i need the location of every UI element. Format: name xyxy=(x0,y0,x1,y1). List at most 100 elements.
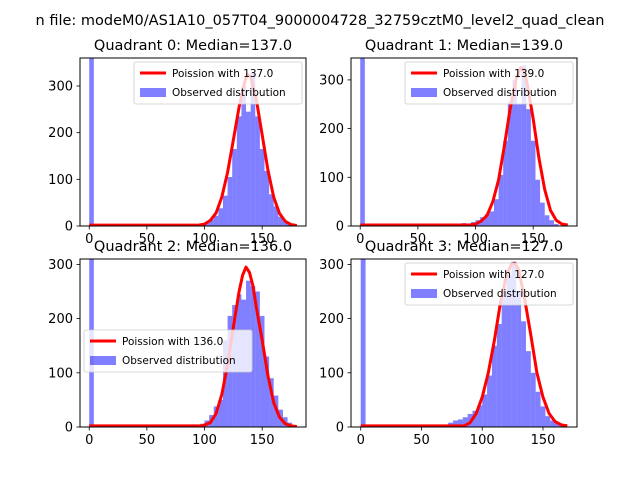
hist-bar xyxy=(259,315,265,427)
x-tick-label: 50 xyxy=(139,433,156,448)
y-tick-label: 200 xyxy=(48,312,73,327)
legend-box xyxy=(404,61,574,105)
hist-bar xyxy=(484,214,490,226)
hist-bar xyxy=(487,375,492,427)
y-tick-label: 300 xyxy=(319,73,344,88)
hist-bar xyxy=(264,356,270,427)
legend-hist-label: Observed distribution xyxy=(443,87,557,99)
hist-bar xyxy=(512,79,518,226)
hist-bar xyxy=(498,174,504,226)
hist-bar xyxy=(453,420,458,427)
x-tick-label: 100 xyxy=(470,433,495,448)
hist-bar xyxy=(457,419,463,427)
hist-bar xyxy=(278,216,283,226)
hist-bar xyxy=(477,405,483,427)
hist-bar xyxy=(269,378,274,427)
x-tick-label: 50 xyxy=(413,433,430,448)
hist-bar-zero-spike xyxy=(360,58,365,226)
hist-bar xyxy=(535,391,541,427)
hist-bar xyxy=(255,116,260,226)
x-tick-label: 0 xyxy=(85,232,93,247)
hist-bar xyxy=(482,394,488,427)
hist-bar xyxy=(521,65,527,226)
axes-frame xyxy=(79,57,307,227)
hist-bar xyxy=(250,286,256,427)
hist-bar xyxy=(472,410,478,427)
axes-frame xyxy=(350,258,578,428)
hist-bar xyxy=(489,211,494,226)
axes-frame xyxy=(79,258,307,428)
hist-bar xyxy=(264,170,270,226)
hist-bar xyxy=(544,215,550,226)
hist-bar xyxy=(250,72,256,226)
hist-bar xyxy=(525,351,531,427)
hist-bar xyxy=(521,321,526,427)
legend-box xyxy=(404,262,574,306)
hist-bar xyxy=(282,221,288,226)
hist-bar xyxy=(506,275,512,427)
subplot-quadrant-1: 0 50 100 150 0 100 200 300 Quadrant 1: Median=13… xyxy=(319,38,578,247)
x-tick-label: 150 xyxy=(531,433,556,448)
subplot-title: Quadrant 0: Median=137.0 xyxy=(94,38,292,54)
hist-bar xyxy=(555,422,560,427)
legend-hist-swatch xyxy=(140,88,166,97)
legend-line-label: Poission with 139.0 xyxy=(443,68,544,80)
legend-hist-label: Observed distribution xyxy=(443,288,557,300)
hist-bar xyxy=(530,372,536,427)
legend-line-label: Poission with 127.0 xyxy=(443,269,544,281)
subplot-title: Quadrant 1: Median=139.0 xyxy=(365,38,563,54)
legend-line-label: Poission with 137.0 xyxy=(172,68,273,80)
hist-bar xyxy=(241,86,247,226)
hist-bar xyxy=(549,220,554,226)
x-tick-label: 100 xyxy=(192,232,217,247)
hist-bar xyxy=(255,291,260,427)
hist-bar xyxy=(526,109,531,226)
hist-bar xyxy=(545,416,551,427)
hist-bar xyxy=(516,291,522,427)
subplot-quadrant-0: 0 50 100 150 0 100 200 300 Quadrant 0: Median=13… xyxy=(48,38,307,247)
hist-bar xyxy=(213,215,219,226)
y-tick-label: 0 xyxy=(336,220,344,235)
subplot-quadrant-3: 0 50 100 150 0 100 200 300 Quadrant 3: Median=12… xyxy=(319,239,578,448)
legend-hist-swatch xyxy=(90,356,116,365)
legend: Poission with 137.0 Observed distribution xyxy=(133,61,303,105)
legend-hist-label: Observed distribution xyxy=(122,355,236,367)
hist-bar xyxy=(501,291,507,427)
x-tick-label: 150 xyxy=(521,232,546,247)
y-tick-label: 0 xyxy=(336,421,344,436)
legend-line-label: Poission with 136.0 xyxy=(122,336,223,348)
hist-bar xyxy=(259,149,265,226)
y-tick-label: 300 xyxy=(48,80,73,95)
x-tick-label: 0 xyxy=(357,433,365,448)
y-tick-label: 200 xyxy=(319,122,344,137)
y-tick-label: 300 xyxy=(48,258,73,273)
hist-bar xyxy=(540,406,546,427)
subplot-quadrant-2: 0 50 100 150 0 100 200 300 Quadrant 2: Median=13… xyxy=(48,239,307,448)
hist-bar xyxy=(530,140,536,226)
plot-area xyxy=(89,58,298,226)
legend-box xyxy=(83,329,253,373)
x-tick-label: 100 xyxy=(192,433,217,448)
y-tick-label: 100 xyxy=(48,173,73,188)
subplot-title: Quadrant 2: Median=136.0 xyxy=(94,239,292,255)
y-tick-label: 0 xyxy=(65,220,73,235)
hist-bar xyxy=(503,140,508,226)
legend-hist-swatch xyxy=(411,289,437,298)
hist-bar xyxy=(209,219,214,226)
y-tick-label: 100 xyxy=(48,366,73,381)
hist-bar xyxy=(232,149,237,226)
hist-bar xyxy=(222,195,228,226)
hist-bar xyxy=(213,406,219,427)
subplot-title: Quadrant 3: Median=127.0 xyxy=(365,239,563,255)
x-tick-label: 0 xyxy=(85,433,93,448)
hist-bar xyxy=(218,399,223,427)
legend-box xyxy=(133,61,303,105)
hist-bar xyxy=(269,194,274,226)
x-tick-label: 150 xyxy=(250,232,275,247)
x-tick-label: 50 xyxy=(410,232,427,247)
hist-bar xyxy=(535,179,541,226)
legend-hist-label: Observed distribution xyxy=(172,87,286,99)
y-tick-label: 200 xyxy=(48,126,73,141)
hist-bar xyxy=(540,202,545,226)
